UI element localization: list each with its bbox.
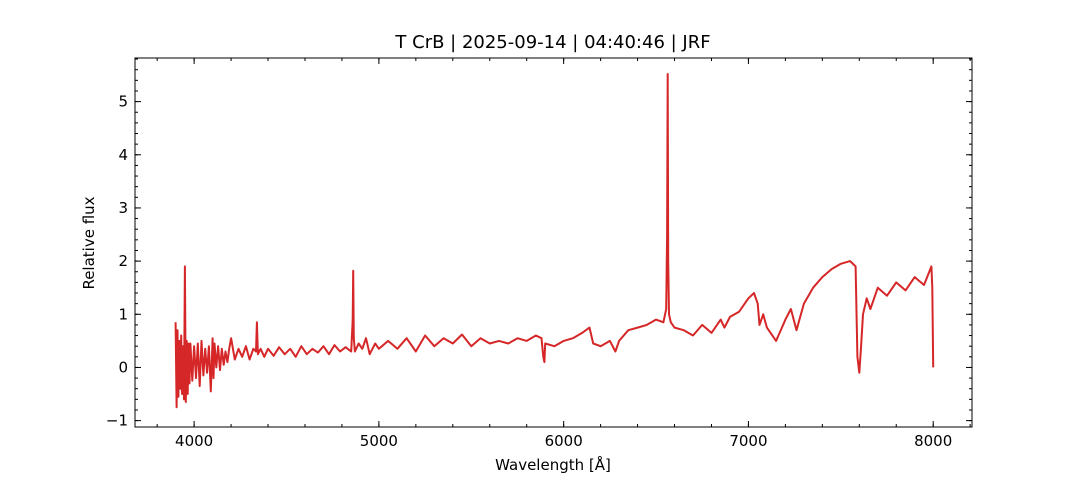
y-tick-label: 3	[118, 199, 128, 217]
x-tick-label: 6000	[545, 432, 583, 450]
y-tick-label: 4	[118, 146, 128, 164]
y-tick-label: −1	[106, 412, 128, 430]
plot-frame	[134, 57, 973, 428]
axis-ticks: 4000 5000 6000 7000 8000 −1 0 1 2 3 4 5	[106, 58, 972, 450]
x-tick-label: 7000	[729, 432, 767, 450]
x-tick-label: 4000	[175, 432, 213, 450]
x-tick-label: 5000	[360, 432, 398, 450]
chart-title: T CrB | 2025-09-14 | 04:40:46 | JRF	[394, 32, 710, 53]
y-axis-label: Relative flux	[80, 196, 98, 289]
y-tick-label: 2	[118, 252, 128, 270]
x-tick-label: 8000	[914, 432, 952, 450]
spectrum-line	[174, 73, 935, 409]
y-tick-label: 5	[118, 93, 128, 111]
y-tick-label: 0	[118, 358, 128, 376]
x-axis-label: Wavelength [Å]	[495, 455, 611, 474]
y-tick-label: 1	[118, 305, 128, 323]
plot-area	[174, 73, 935, 409]
